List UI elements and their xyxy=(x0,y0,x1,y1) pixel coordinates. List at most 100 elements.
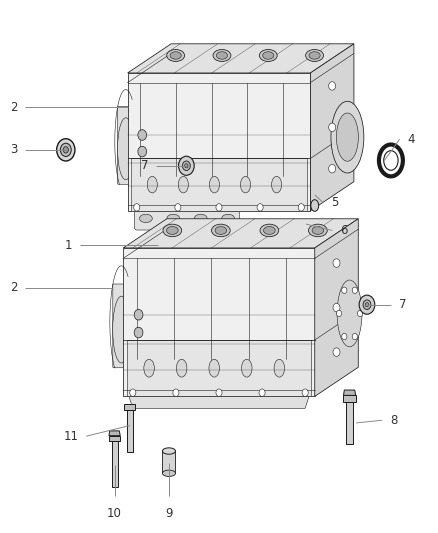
Circle shape xyxy=(357,310,363,317)
Text: 7: 7 xyxy=(399,298,406,311)
Circle shape xyxy=(257,204,263,211)
Ellipse shape xyxy=(212,224,230,237)
Polygon shape xyxy=(315,219,358,397)
Circle shape xyxy=(352,333,357,340)
Ellipse shape xyxy=(63,147,68,153)
Ellipse shape xyxy=(263,52,274,59)
Circle shape xyxy=(175,204,181,211)
FancyBboxPatch shape xyxy=(113,284,128,368)
Circle shape xyxy=(342,287,347,294)
Ellipse shape xyxy=(213,50,231,61)
Ellipse shape xyxy=(179,156,194,175)
Ellipse shape xyxy=(183,161,190,171)
Circle shape xyxy=(342,333,347,340)
Text: 11: 11 xyxy=(64,430,78,443)
Ellipse shape xyxy=(240,176,251,193)
Polygon shape xyxy=(112,441,117,487)
Circle shape xyxy=(138,146,147,157)
Ellipse shape xyxy=(167,50,184,61)
Circle shape xyxy=(259,389,265,397)
Ellipse shape xyxy=(260,224,279,237)
Ellipse shape xyxy=(209,176,219,193)
Ellipse shape xyxy=(241,359,252,377)
Circle shape xyxy=(130,389,136,397)
Circle shape xyxy=(333,259,340,267)
Circle shape xyxy=(328,82,336,90)
Ellipse shape xyxy=(113,296,130,363)
Text: 9: 9 xyxy=(165,507,173,520)
Text: 8: 8 xyxy=(390,414,397,427)
Text: 10: 10 xyxy=(107,507,122,520)
Circle shape xyxy=(333,348,340,357)
Polygon shape xyxy=(127,410,133,452)
Text: 3: 3 xyxy=(10,143,18,156)
Ellipse shape xyxy=(147,176,157,193)
Ellipse shape xyxy=(57,139,75,161)
Ellipse shape xyxy=(312,227,324,235)
Ellipse shape xyxy=(309,52,320,59)
Polygon shape xyxy=(343,395,356,402)
Ellipse shape xyxy=(365,303,369,307)
Ellipse shape xyxy=(359,295,375,314)
Circle shape xyxy=(134,310,143,320)
Circle shape xyxy=(134,204,140,211)
Ellipse shape xyxy=(177,359,187,377)
FancyBboxPatch shape xyxy=(134,205,240,230)
Circle shape xyxy=(138,130,147,140)
Ellipse shape xyxy=(272,176,282,193)
Circle shape xyxy=(302,389,308,397)
Ellipse shape xyxy=(166,227,178,235)
Ellipse shape xyxy=(162,470,176,477)
Polygon shape xyxy=(346,402,353,444)
Ellipse shape xyxy=(337,280,362,347)
Ellipse shape xyxy=(259,50,277,61)
Ellipse shape xyxy=(60,143,71,157)
Ellipse shape xyxy=(163,224,182,237)
Text: 2: 2 xyxy=(10,281,18,294)
Circle shape xyxy=(216,204,222,211)
Text: 4: 4 xyxy=(407,133,415,146)
Ellipse shape xyxy=(178,176,188,193)
Circle shape xyxy=(336,310,342,317)
Polygon shape xyxy=(123,219,358,248)
Ellipse shape xyxy=(144,359,154,377)
Ellipse shape xyxy=(308,224,327,237)
Ellipse shape xyxy=(215,227,227,235)
Circle shape xyxy=(216,389,222,397)
Text: 5: 5 xyxy=(331,196,339,209)
Ellipse shape xyxy=(209,359,219,377)
Ellipse shape xyxy=(139,214,152,223)
Ellipse shape xyxy=(167,214,180,223)
Ellipse shape xyxy=(222,214,234,223)
Polygon shape xyxy=(129,397,309,408)
Text: 1: 1 xyxy=(64,239,72,252)
Polygon shape xyxy=(127,44,354,73)
Text: 6: 6 xyxy=(340,224,347,237)
Circle shape xyxy=(352,287,357,294)
Polygon shape xyxy=(343,390,356,395)
Text: 2: 2 xyxy=(10,101,18,114)
Ellipse shape xyxy=(117,118,134,180)
Polygon shape xyxy=(127,340,311,397)
Circle shape xyxy=(134,327,143,338)
Polygon shape xyxy=(109,435,120,441)
FancyBboxPatch shape xyxy=(117,107,132,184)
Polygon shape xyxy=(311,44,354,211)
Polygon shape xyxy=(109,431,120,435)
Polygon shape xyxy=(131,158,307,211)
Text: 7: 7 xyxy=(141,159,148,172)
Polygon shape xyxy=(124,404,135,410)
Circle shape xyxy=(328,165,336,173)
Ellipse shape xyxy=(306,50,324,61)
Ellipse shape xyxy=(311,200,319,212)
Ellipse shape xyxy=(185,164,188,168)
Polygon shape xyxy=(127,73,311,211)
Polygon shape xyxy=(162,451,176,473)
Ellipse shape xyxy=(170,52,181,59)
Circle shape xyxy=(333,303,340,312)
Ellipse shape xyxy=(194,214,207,223)
Ellipse shape xyxy=(162,448,176,454)
Circle shape xyxy=(298,204,304,211)
Ellipse shape xyxy=(331,101,364,173)
Polygon shape xyxy=(123,248,315,397)
